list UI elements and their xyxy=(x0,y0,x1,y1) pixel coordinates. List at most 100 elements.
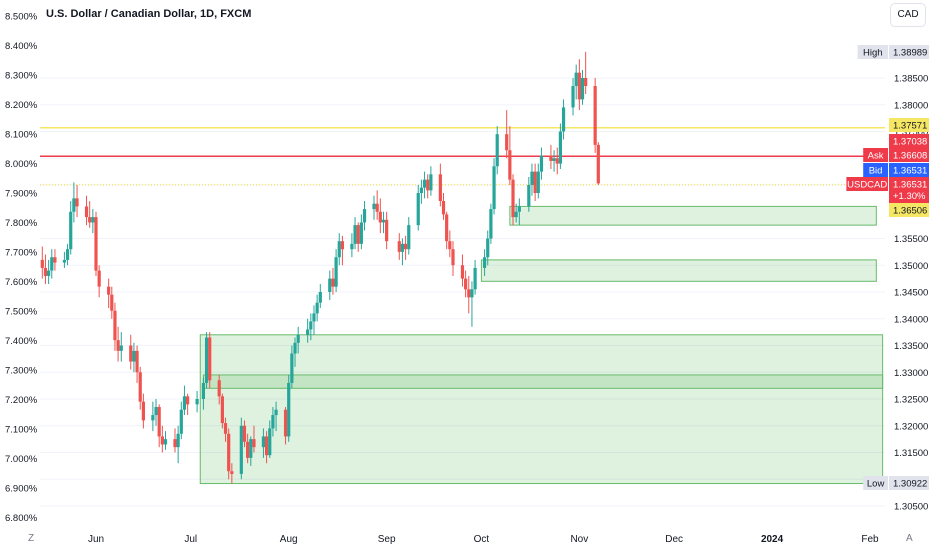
candle xyxy=(552,150,556,172)
candle-body xyxy=(482,257,487,268)
candle-body xyxy=(94,217,98,271)
high-label-bg xyxy=(857,45,888,59)
candle xyxy=(88,201,92,228)
candle-body xyxy=(426,179,430,191)
right-axis-tick: 1.34500 xyxy=(894,288,928,299)
candle xyxy=(426,174,430,199)
candle-body xyxy=(514,211,518,218)
candle-body xyxy=(154,407,158,416)
candle-body xyxy=(182,396,187,410)
candle xyxy=(293,337,297,367)
left-axis-tick: 8.000% xyxy=(5,159,38,170)
candle-body xyxy=(293,342,297,354)
candle-body xyxy=(331,278,335,287)
candle-body xyxy=(163,439,168,445)
candle-body xyxy=(419,187,423,194)
candle-body xyxy=(287,382,291,437)
candle xyxy=(356,222,360,252)
left-axis-tick: 7.200% xyxy=(5,395,38,406)
candle xyxy=(151,401,155,432)
candle-body xyxy=(473,267,477,290)
level-value-bg xyxy=(889,118,929,132)
left-axis-tick: 7.900% xyxy=(5,189,38,200)
candle-body xyxy=(353,225,357,244)
candle xyxy=(596,142,600,185)
candle xyxy=(429,166,433,196)
candle-body xyxy=(574,72,578,87)
candle xyxy=(312,305,316,335)
candle-body xyxy=(242,425,247,442)
last-price-change: +1.30% xyxy=(893,191,926,202)
right-axis-tick: 1.35000 xyxy=(894,261,928,272)
candle-body xyxy=(470,289,474,298)
symbol-label: USDCAD xyxy=(847,180,887,191)
candle xyxy=(227,428,231,480)
candle xyxy=(75,185,79,218)
candle xyxy=(385,211,389,250)
candle-body xyxy=(208,337,212,381)
auto-scale-button[interactable]: A xyxy=(906,533,913,544)
left-axis-tick: 7.800% xyxy=(5,218,38,229)
candle xyxy=(337,233,341,266)
candle-body xyxy=(460,265,465,279)
candle-body xyxy=(119,345,123,351)
candle xyxy=(160,425,164,453)
candle xyxy=(173,428,177,453)
candle-body xyxy=(306,329,310,335)
candle-body xyxy=(451,249,455,266)
candle xyxy=(464,270,468,298)
candle-body xyxy=(584,78,588,87)
low-value: 1.30922 xyxy=(893,479,927,490)
bid-label-bg xyxy=(863,163,888,177)
candle xyxy=(116,326,120,362)
right-axis-tick: 1.35500 xyxy=(894,234,928,245)
candle xyxy=(287,374,291,442)
candle xyxy=(467,275,471,314)
candle xyxy=(416,185,420,231)
candle-body xyxy=(416,193,420,226)
support-zone xyxy=(199,334,884,485)
candle xyxy=(296,326,300,354)
candle-body xyxy=(160,436,164,445)
candle-body xyxy=(315,302,319,314)
candle-body xyxy=(201,382,206,399)
low-value-bg xyxy=(889,476,929,490)
currency-button[interactable]: CAD xyxy=(890,3,926,27)
left-axis: 8.500% 8.400% 8.300% 8.200% 8.100% 8.000% 7.90… xyxy=(5,12,38,525)
candle-body xyxy=(527,185,531,207)
candle xyxy=(577,59,581,111)
candle xyxy=(536,163,540,199)
candle xyxy=(283,407,288,445)
candle xyxy=(246,433,250,464)
candle xyxy=(204,332,209,389)
timezone-icon[interactable]: Z xyxy=(28,533,35,544)
x-axis-label: Sep xyxy=(378,534,396,545)
candle-body xyxy=(72,198,76,212)
candle-body xyxy=(397,241,401,252)
candle-body xyxy=(571,86,575,108)
bid-value-bg xyxy=(889,163,929,177)
left-axis-tick: 7.500% xyxy=(5,307,38,318)
candle-body xyxy=(517,206,521,212)
candle xyxy=(397,233,401,260)
candle xyxy=(107,278,111,309)
candle xyxy=(315,294,319,322)
right-axis-tick: 1.32000 xyxy=(894,421,928,432)
last-price-bg xyxy=(889,177,929,203)
candle-body xyxy=(422,179,427,188)
candle xyxy=(514,203,518,223)
candle xyxy=(353,217,357,250)
candle xyxy=(182,385,187,416)
candle-body xyxy=(116,340,120,351)
candle xyxy=(223,417,228,442)
candle xyxy=(400,238,405,266)
candle xyxy=(482,249,487,276)
candle-body xyxy=(505,134,509,151)
candle-body xyxy=(84,206,89,218)
candle xyxy=(555,147,559,175)
candle-body xyxy=(362,209,367,223)
high-label: High xyxy=(863,48,883,59)
candle-body xyxy=(577,72,581,100)
candle xyxy=(179,401,183,440)
